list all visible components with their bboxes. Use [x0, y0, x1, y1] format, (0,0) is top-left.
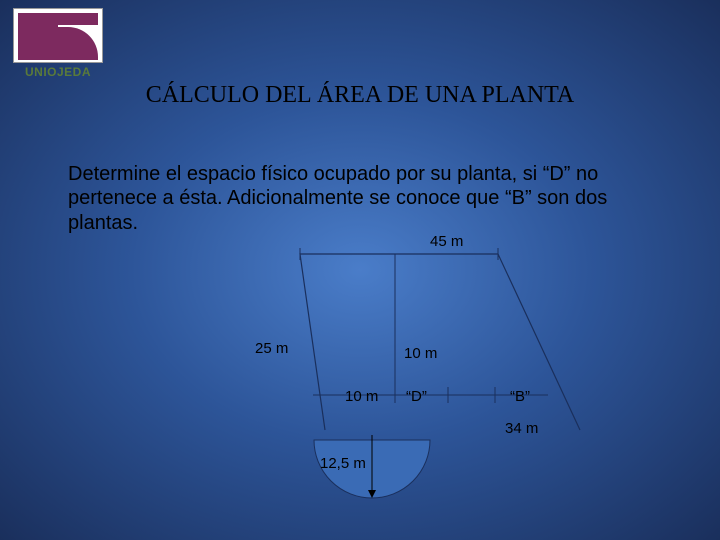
slide-paragraph: Determine el espacio físico ocupado por … [68, 162, 660, 235]
dim-mid-v: 10 m [404, 345, 437, 362]
dim-radius: 12,5 m [320, 455, 366, 472]
dim-mid-h: 10 m [345, 388, 378, 405]
logo-mark [13, 8, 103, 63]
dim-right: 34 m [505, 420, 538, 437]
slide-title: CÁLCULO DEL ÁREA DE UNA PLANTA [0, 82, 720, 109]
logo-text: UNIOJEDA [25, 65, 91, 79]
diagram-svg [180, 240, 600, 520]
label-b: “B” [510, 388, 530, 405]
dim-top: 45 m [430, 233, 463, 250]
dim-left: 25 m [255, 340, 288, 357]
logo: UNIOJEDA [8, 8, 108, 88]
floorplan-diagram: 45 m 25 m 10 m 10 m “D” “B” 34 m 12,5 m [180, 240, 600, 520]
label-d: “D” [406, 388, 427, 405]
